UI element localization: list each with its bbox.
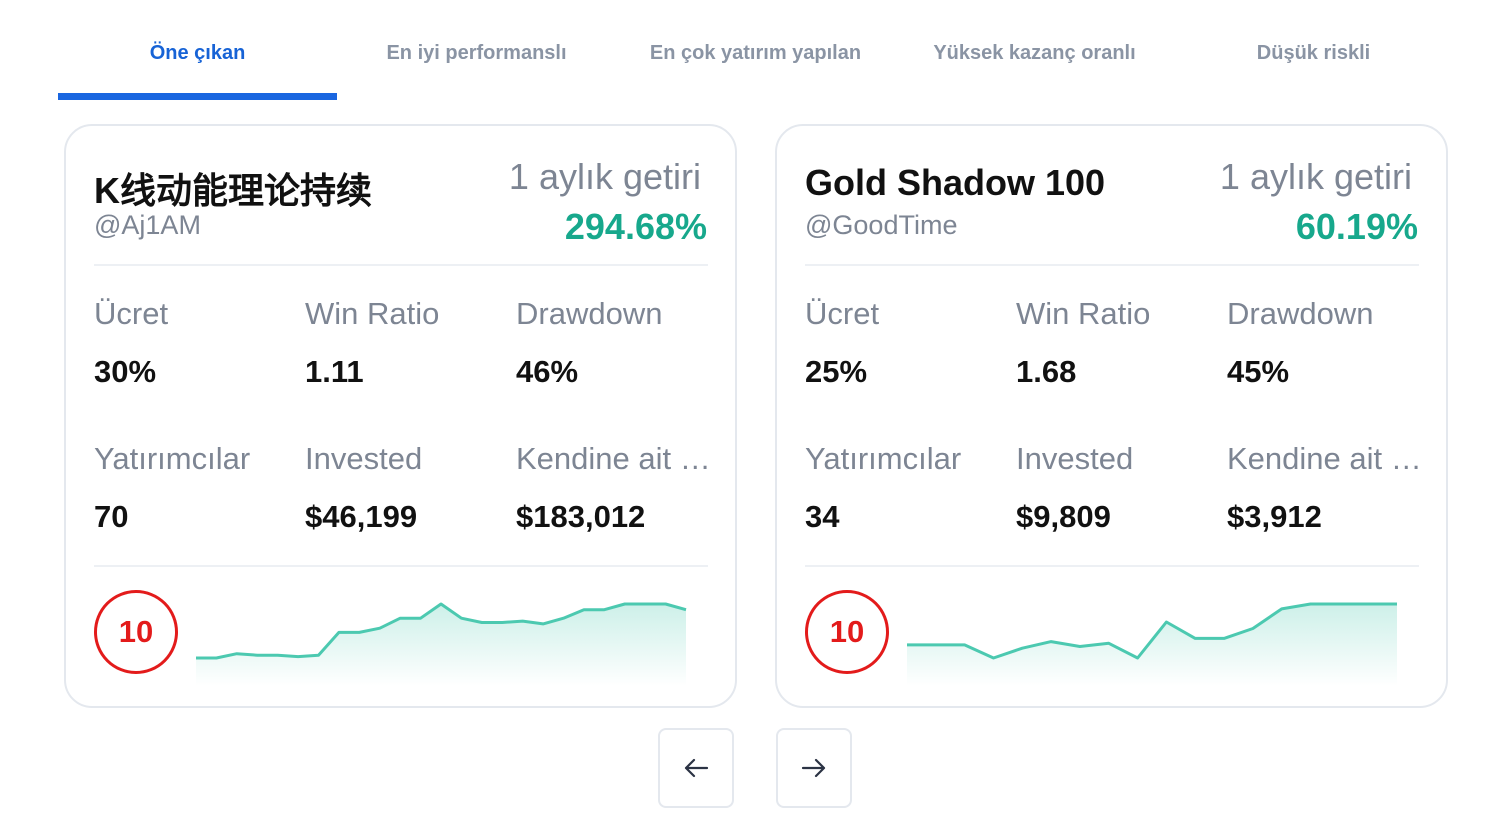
performance-sparkline: [907, 602, 1397, 686]
return-label: 1 aylık getiri: [1219, 156, 1412, 197]
divider: [805, 264, 1419, 266]
own-funds-label: Kendine ait fonlar: [1227, 441, 1427, 476]
return-value: 60.19%: [1295, 206, 1418, 247]
fee-value: 25%: [805, 354, 868, 389]
sparkline-area: [907, 604, 1397, 686]
next-button[interactable]: [776, 728, 852, 808]
win-ratio-value: 1.11: [305, 354, 364, 389]
invested-label: Invested: [1016, 441, 1134, 476]
tab-low-risk[interactable]: Düşük riskli: [1256, 42, 1371, 64]
win-ratio-value: 1.68: [1016, 354, 1077, 389]
fee-label: Ücret: [94, 296, 169, 331]
win-ratio-label: Win Ratio: [1016, 296, 1151, 331]
performance-sparkline: [196, 602, 687, 686]
return-label: 1 aylık getiri: [508, 156, 701, 197]
invested-value: $9,809: [1016, 499, 1111, 534]
sparkline-area: [196, 604, 686, 686]
risk-score-badge: 10: [94, 590, 178, 674]
drawdown-value: 45%: [1227, 354, 1290, 389]
own-funds-label: Kendine ait fonlar: [516, 441, 716, 476]
tab-featured[interactable]: Öne çıkan: [58, 0, 337, 100]
trader-card[interactable]: K线动能理论持续 @Aj1AM 1 aylık getiri 294.68% Ü…: [64, 124, 737, 708]
investors-value: 34: [805, 499, 840, 534]
trader-card[interactable]: Gold Shadow 100 @GoodTime 1 aylık getiri…: [775, 124, 1448, 708]
risk-score-badge: 10: [805, 590, 889, 674]
win-ratio-label: Win Ratio: [305, 296, 440, 331]
arrow-left-icon: [684, 758, 709, 778]
investors-value: 70: [94, 499, 129, 534]
trader-name: K线动能理论持续: [94, 170, 372, 211]
drawdown-label: Drawdown: [1227, 296, 1374, 331]
divider: [805, 565, 1419, 567]
filter-tabs: Öne çıkan En iyi performanslı En çok yat…: [58, 0, 1454, 100]
trader-handle: @Aj1AM: [94, 210, 201, 240]
divider: [94, 565, 708, 567]
sparkline-line: [196, 602, 687, 660]
invested-value: $46,199: [305, 499, 418, 534]
divider: [94, 264, 708, 266]
tab-best-performing[interactable]: En iyi performanslı: [386, 42, 567, 64]
prev-button[interactable]: [658, 728, 734, 808]
fee-label: Ücret: [805, 296, 880, 331]
tab-high-win-ratio[interactable]: Yüksek kazanç oranlı: [933, 42, 1136, 64]
sparkline-line: [907, 602, 1397, 660]
invested-label: Invested: [305, 441, 423, 476]
own-funds-value: $3,912: [1227, 499, 1322, 534]
trader-handle: @GoodTime: [805, 210, 958, 240]
own-funds-value: $183,012: [516, 499, 646, 534]
arrow-right-icon: [801, 758, 826, 778]
investors-label: Yatırımcılar: [94, 441, 251, 476]
trader-name: Gold Shadow 100: [805, 162, 1106, 203]
investors-label: Yatırımcılar: [805, 441, 962, 476]
drawdown-value: 46%: [516, 354, 579, 389]
drawdown-label: Drawdown: [516, 296, 663, 331]
fee-value: 30%: [94, 354, 157, 389]
tab-most-invested[interactable]: En çok yatırım yapılan: [649, 42, 862, 64]
return-value: 294.68%: [564, 206, 707, 247]
